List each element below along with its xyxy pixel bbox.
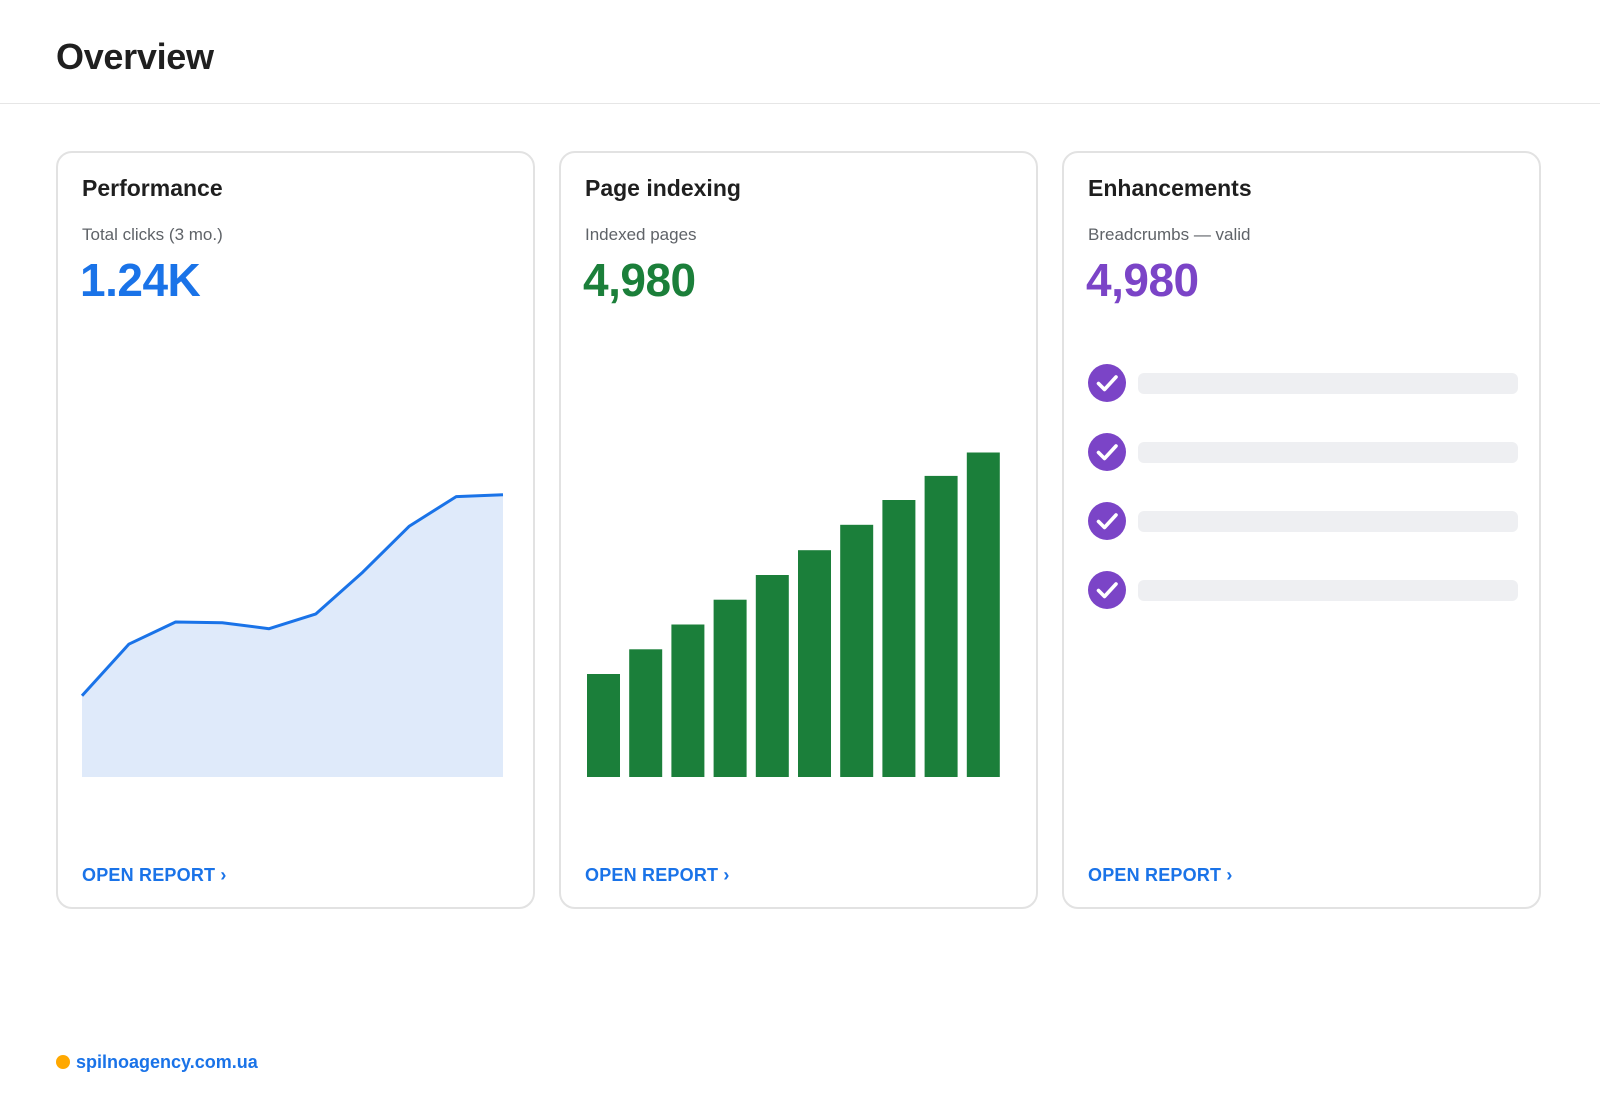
check-circle-icon [1088,433,1126,471]
bar [713,599,747,777]
indexing-bar-chart [587,452,1000,777]
bar [629,649,663,777]
card-metric: 4,980 [1086,254,1199,306]
page-header: Overview [0,0,1600,104]
card-subtitle: Breadcrumbs — valid [1088,225,1251,244]
bar [924,475,958,777]
card-subtitle: Indexed pages [585,225,697,244]
check-circle-icon [1088,571,1126,609]
bar [882,500,916,777]
skeleton-placeholder [1138,580,1518,601]
checklist-item [1088,433,1520,473]
card-metric: 4,980 [583,254,696,306]
open-report-link[interactable]: OPEN REPORT › [82,865,227,885]
card-metric: 1.24K [80,254,201,306]
card-title: Performance [82,175,223,201]
brand-dot-icon [56,1055,70,1069]
bar [840,524,874,777]
open-report-link[interactable]: OPEN REPORT › [585,865,730,885]
skeleton-placeholder [1138,442,1518,463]
bar [587,674,620,777]
checklist-item [1088,364,1520,404]
series-line [80,493,504,697]
bar [755,575,789,777]
page-title: Overview [56,36,214,77]
open-report-link[interactable]: OPEN REPORT › [1088,865,1233,885]
performance-area-chart [80,493,504,777]
check-circle-icon [1088,502,1126,540]
check-circle-icon [1088,364,1126,402]
card-subtitle: Total clicks (3 mo.) [82,225,223,244]
performance-card: Performance Total clicks (3 mo.) 1.24K O… [56,151,535,909]
bar [671,624,705,777]
page-indexing-card: Page indexing Indexed pages 4,980 OPEN R… [559,151,1038,909]
enhancements-card: Enhancements Breadcrumbs — valid 4,980 O… [1062,151,1541,909]
footer-domain: spilnoagency.com.ua [76,1052,258,1072]
skeleton-placeholder [1138,373,1518,394]
skeleton-placeholder [1138,511,1518,532]
bar [966,452,1000,777]
card-title: Page indexing [585,175,741,201]
bar [798,550,831,777]
checklist-item [1088,571,1520,611]
card-title: Enhancements [1088,175,1252,201]
checklist-item [1088,502,1520,542]
area-fill [82,494,503,777]
